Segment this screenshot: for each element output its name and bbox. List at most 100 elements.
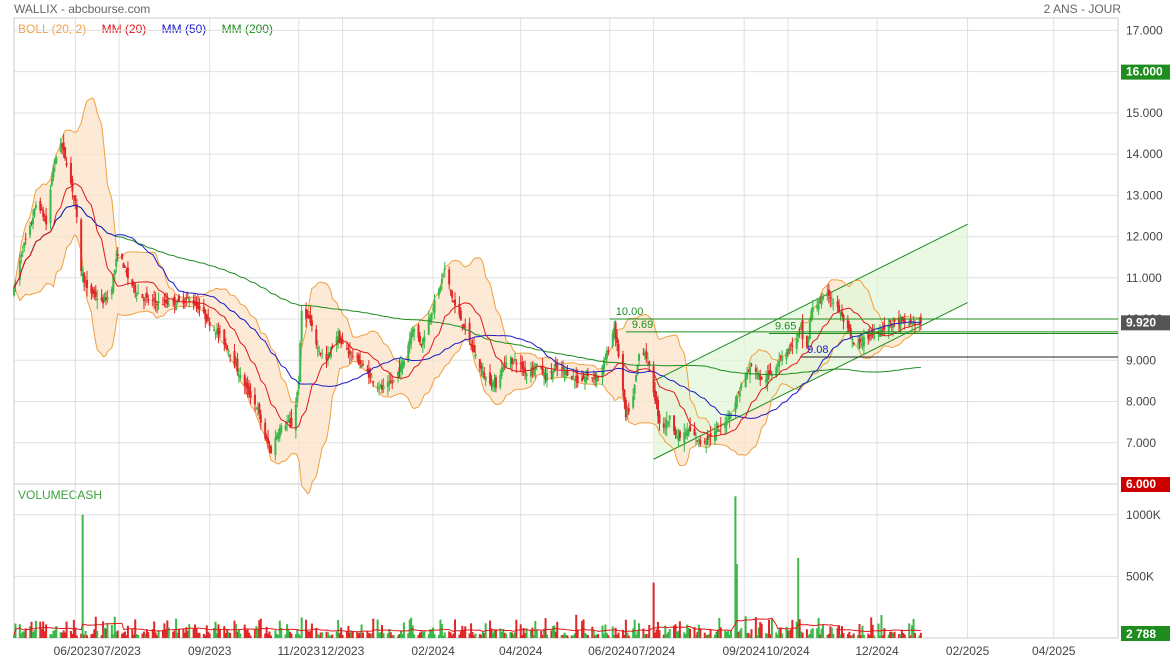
- volume-bar: [887, 634, 890, 638]
- volume-bar: [157, 630, 160, 638]
- volume-bar: [287, 629, 290, 638]
- candle-body: [442, 274, 445, 276]
- legend-mm200[interactable]: MM (200): [221, 22, 273, 36]
- candle-body: [215, 330, 218, 334]
- candle-body: [378, 387, 381, 389]
- volume-bar: [188, 624, 191, 638]
- volume-bar: [356, 632, 359, 638]
- candle-body: [543, 372, 546, 377]
- volume-bars: [13, 496, 922, 638]
- high-price-tag-bg: [1121, 64, 1170, 80]
- candle-body: [429, 316, 432, 322]
- candle-body: [449, 289, 452, 292]
- candle-body: [112, 276, 115, 293]
- volume-bar: [277, 635, 280, 638]
- candle-body: [525, 373, 528, 377]
- volume-bar: [747, 632, 750, 638]
- candle-body: [197, 302, 199, 310]
- volume-bar: [490, 628, 493, 638]
- candle-body: [106, 297, 109, 300]
- candle-body: [645, 351, 648, 359]
- candle-body: [321, 353, 324, 355]
- candle-body: [734, 402, 737, 412]
- candle-body: [769, 370, 772, 374]
- volume-bar: [462, 630, 465, 638]
- volume-bar: [378, 632, 381, 638]
- candle-body: [379, 385, 382, 387]
- volume-bar: [223, 626, 226, 638]
- candle-body: [512, 360, 515, 362]
- candle-body: [239, 374, 242, 378]
- candle-body: [243, 374, 246, 387]
- volume-bar: [474, 633, 477, 638]
- volume-bar: [543, 628, 546, 638]
- volume-bar: [429, 629, 432, 638]
- candle-body: [62, 142, 65, 150]
- volume-bar: [562, 635, 565, 638]
- candle-body: [801, 319, 804, 340]
- volume-bar: [786, 630, 789, 638]
- volume-bar: [563, 632, 566, 638]
- candle-body: [829, 297, 832, 299]
- candle-body: [474, 354, 477, 358]
- candle-body: [265, 436, 268, 440]
- price-tick-label: 14.000: [1126, 147, 1163, 161]
- volume-bar: [164, 629, 167, 638]
- volume-bar: [418, 632, 421, 638]
- candle-body: [93, 290, 96, 294]
- candle-body: [81, 273, 84, 276]
- volume-bar: [236, 631, 239, 638]
- volume-bar: [413, 634, 416, 638]
- candle-body: [725, 422, 728, 426]
- candle-body: [270, 446, 273, 454]
- volume-bar: [801, 632, 804, 638]
- volume-bar: [861, 625, 864, 638]
- volume-bar: [388, 629, 391, 638]
- volume-bar: [686, 624, 689, 638]
- candle-body: [808, 321, 811, 339]
- candle-body: [204, 310, 207, 320]
- legend-mm20[interactable]: MM (20): [101, 22, 147, 36]
- volume-bar: [766, 633, 769, 638]
- bollinger-lower-line: [13, 234, 922, 495]
- volume-bar: [13, 635, 15, 638]
- volume-bar: [280, 627, 283, 638]
- candle-body: [423, 336, 426, 343]
- volume-bar: [499, 628, 502, 638]
- volume-bar: [142, 631, 145, 638]
- low-price-tag: 6.000: [1126, 477, 1156, 491]
- candle-body: [724, 422, 727, 428]
- candle-body: [366, 368, 369, 372]
- legend-boll[interactable]: BOLL (20, 2): [18, 22, 87, 36]
- candle-body: [779, 355, 782, 358]
- volume-bar: [24, 628, 27, 638]
- volume-bar: [846, 634, 849, 638]
- candle-body: [175, 304, 178, 311]
- candle-body: [69, 162, 72, 184]
- candle-body: [398, 367, 401, 373]
- candle-body: [781, 356, 784, 361]
- volume-bar: [694, 634, 697, 638]
- volume-bar: [151, 629, 154, 638]
- volume-bar: [645, 633, 648, 638]
- volume-bar: [350, 630, 353, 638]
- legend-mm50[interactable]: MM (50): [161, 22, 207, 36]
- candle-body: [461, 324, 464, 326]
- candle-body: [480, 365, 483, 369]
- volume-bar: [652, 582, 655, 638]
- candle-body: [841, 311, 843, 316]
- candle-body: [636, 364, 639, 375]
- candle-body: [113, 269, 116, 275]
- candle-body: [789, 344, 792, 346]
- volume-bar: [592, 630, 595, 638]
- candle-body: [335, 336, 338, 346]
- candle-body: [627, 407, 630, 412]
- volume-bar: [754, 617, 757, 638]
- volume-bar: [684, 634, 687, 638]
- volume-bar: [43, 631, 46, 638]
- volume-bar: [391, 635, 394, 638]
- volume-bar: [264, 633, 267, 638]
- candle-body: [747, 370, 750, 372]
- volume-bar: [62, 630, 65, 638]
